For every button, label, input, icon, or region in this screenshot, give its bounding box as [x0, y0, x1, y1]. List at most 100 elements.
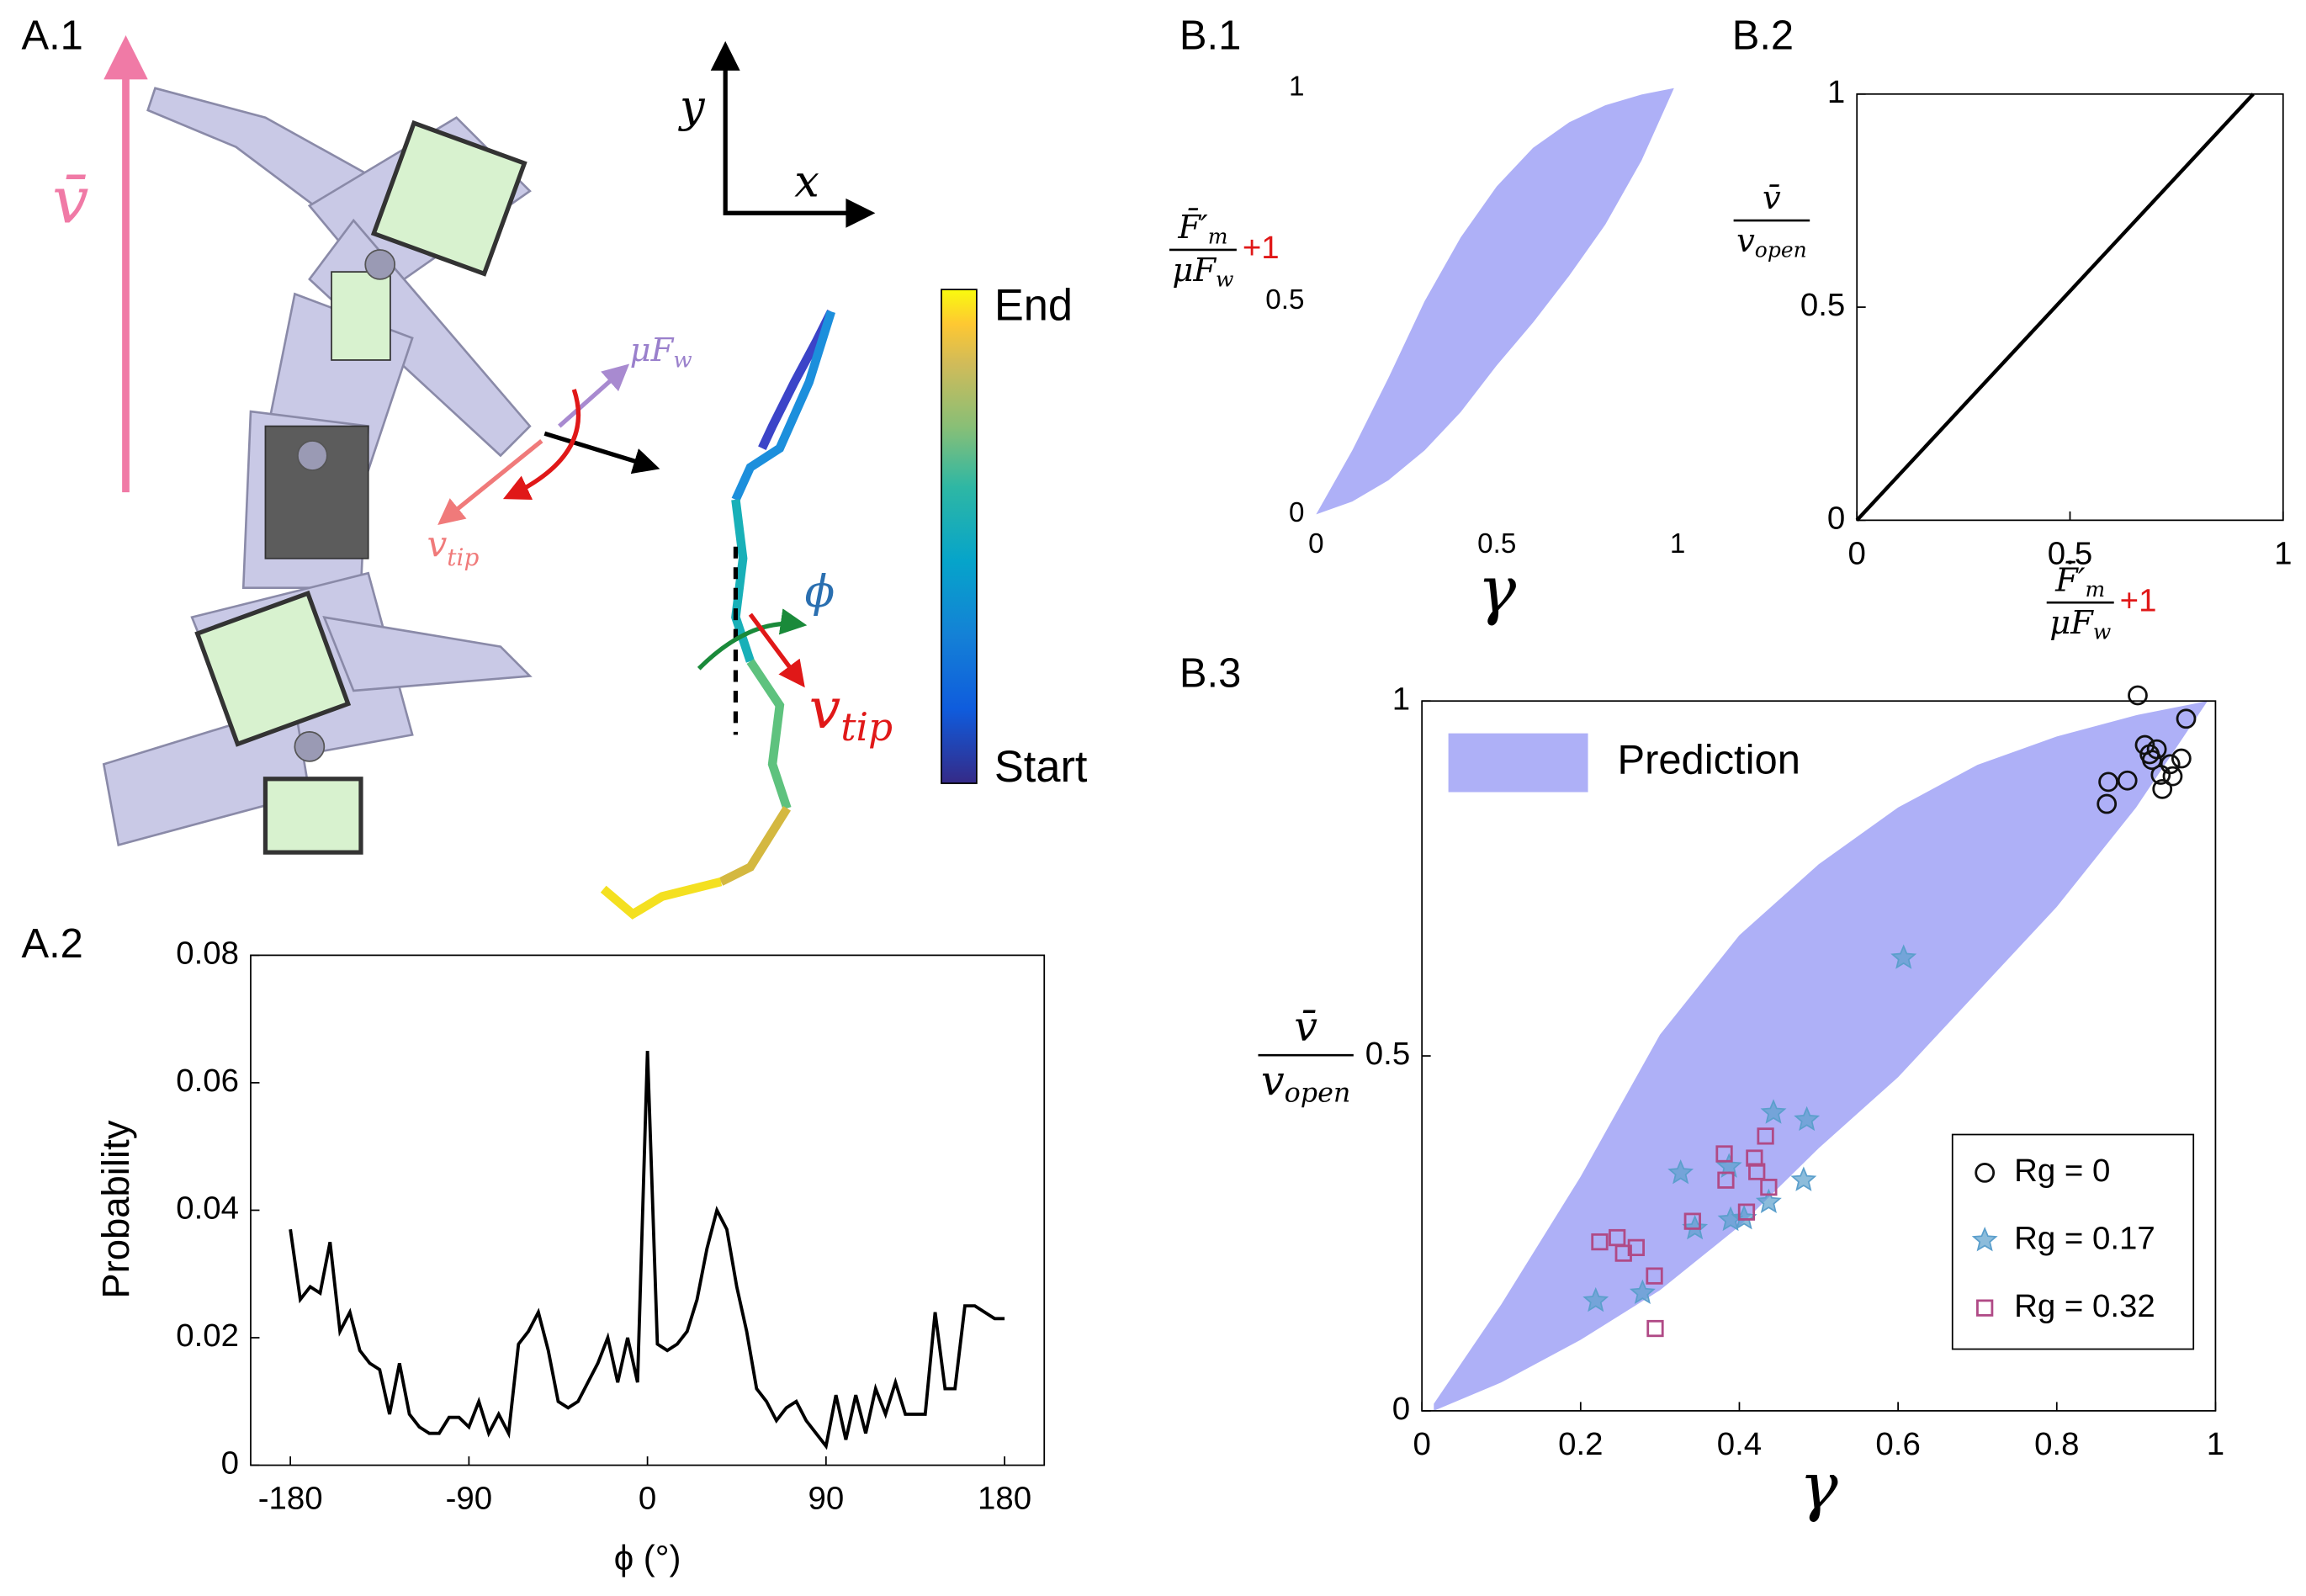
label-subscript: m [2086, 576, 2106, 601]
x-axis-label: ϕ (°) [614, 1538, 681, 1577]
colorbar-label: End [994, 282, 1073, 331]
panel-label: A.2 [21, 921, 82, 967]
data-point [2162, 766, 2183, 787]
y-tick-label: 0.5 [1800, 287, 1845, 323]
y-tick-label: 0 [1392, 1391, 1410, 1427]
plot-frame [250, 954, 1046, 1466]
label-text: μF [630, 331, 675, 369]
legend-marker [1976, 1299, 1994, 1317]
x-tick-label: 1 [2207, 1426, 2224, 1462]
data-point [1890, 944, 1917, 969]
data-point [1746, 1149, 1763, 1167]
data-point [1646, 1319, 1664, 1338]
x-tick-label: 0.6 [1875, 1426, 1920, 1462]
data-line [289, 1050, 1005, 1450]
x-tick-label: 0 [639, 1481, 656, 1517]
data-point [1731, 1205, 1757, 1230]
label-numerator: F̄′m [2054, 559, 2105, 601]
label-subscript: m [1208, 224, 1228, 248]
tip-velocity-label: vtip [427, 522, 480, 570]
data-point [1646, 1267, 1663, 1285]
x-tick-label: 0 [1308, 528, 1323, 559]
legend-marker [1975, 1163, 1996, 1183]
x-axis-label: γ [1477, 553, 1516, 628]
label-subscript: open [1755, 237, 1807, 262]
y-tick-label: 1 [1827, 74, 1845, 110]
angle-label: ϕ [805, 566, 835, 618]
x-tick-label: 0.2 [1558, 1426, 1603, 1462]
data-point [2160, 754, 2181, 775]
label-text: F̄′ [1177, 207, 1208, 247]
legend-marker [1971, 1227, 1998, 1252]
colorbar-label: Start [994, 743, 1088, 792]
friction-label: μFw [630, 331, 692, 373]
label-text: μF [1172, 252, 1217, 289]
y-tick-label: 1 [1392, 681, 1410, 717]
label-numerator: F̄′m [1177, 207, 1227, 248]
data-point [1591, 1233, 1609, 1251]
y-tick-label: 0.5 [1265, 284, 1304, 315]
label-subscript: w [673, 348, 692, 374]
data-point [2176, 708, 2197, 729]
data-point [1794, 1106, 1821, 1132]
prediction-band [1434, 701, 2208, 1411]
axis-label-fraction: F̄′m μFw +1 [1169, 207, 1280, 291]
x-tick-label: 1 [2274, 535, 2292, 571]
label-subscript: w [1216, 267, 1233, 291]
x-tick-label: 0 [1413, 1426, 1430, 1462]
data-point [1790, 1166, 1817, 1191]
x-tick-label: 90 [808, 1481, 844, 1517]
data-point [1715, 1145, 1733, 1163]
data-point [1760, 1099, 1787, 1124]
prediction-band [1316, 87, 1674, 515]
label-numerator: v̄ [1294, 1002, 1317, 1050]
y-tick-label: 0 [1289, 497, 1304, 528]
label-suffix: +1 [1243, 230, 1280, 266]
data-point [2117, 770, 2138, 791]
axis-label-fraction: v̄vopen [1258, 1002, 1354, 1108]
data-point [1737, 1203, 1756, 1221]
axis-x-label: x [794, 156, 819, 208]
label-denominator: μFw [2049, 604, 2111, 644]
robot-illustration [102, 34, 978, 920]
panel-label: B.1 [1180, 13, 1241, 58]
x-axis-label: γ [1800, 1450, 1838, 1524]
data-point [1717, 1171, 1735, 1189]
label-denominator: μFw [1172, 252, 1233, 291]
data-point [2152, 778, 2173, 799]
panel-label: B.3 [1180, 650, 1241, 696]
y-tick-label: 0 [221, 1445, 239, 1482]
label-denominator: vopen [1736, 222, 1807, 262]
y-tick-label: 0.02 [176, 1318, 239, 1354]
data-point [1682, 1214, 1709, 1240]
x-tick-label: 1 [1670, 528, 1685, 559]
label-subscript: tip [447, 543, 479, 570]
label-subscript: open [1285, 1077, 1351, 1108]
label-text: v [809, 676, 840, 741]
legend-label: Rg = 0.17 [2014, 1220, 2155, 1256]
label-denominator: vopen [1261, 1057, 1350, 1108]
x-tick-label: 0.5 [2048, 535, 2092, 571]
label-text: F̄′ [2054, 559, 2086, 599]
label-text: v [427, 522, 448, 564]
label-numerator: v̄ [1763, 179, 1781, 217]
y-tick-label: 0.04 [176, 1190, 239, 1227]
velocity-label: v̄ [52, 164, 88, 239]
legend-label: Prediction [1617, 737, 1800, 782]
data-point [1667, 1159, 1694, 1185]
axis-label-fraction: v̄ vopen [1733, 179, 1810, 262]
y-tick-label: 1 [1289, 72, 1304, 103]
data-point [1627, 1238, 1645, 1256]
y-tick-label: 0.06 [176, 1063, 239, 1099]
data-point [1755, 1188, 1782, 1214]
x-tick-label: 0.8 [2034, 1426, 2079, 1462]
x-tick-label: 180 [978, 1481, 1031, 1517]
legend-label: Rg = 0.32 [2014, 1288, 2155, 1324]
x-tick-label: -90 [446, 1481, 493, 1517]
panel-label: A.1 [21, 13, 82, 58]
label-text: v [1261, 1057, 1285, 1105]
data-point [2097, 793, 2118, 814]
x-tick-label: 0.4 [1717, 1426, 1762, 1462]
